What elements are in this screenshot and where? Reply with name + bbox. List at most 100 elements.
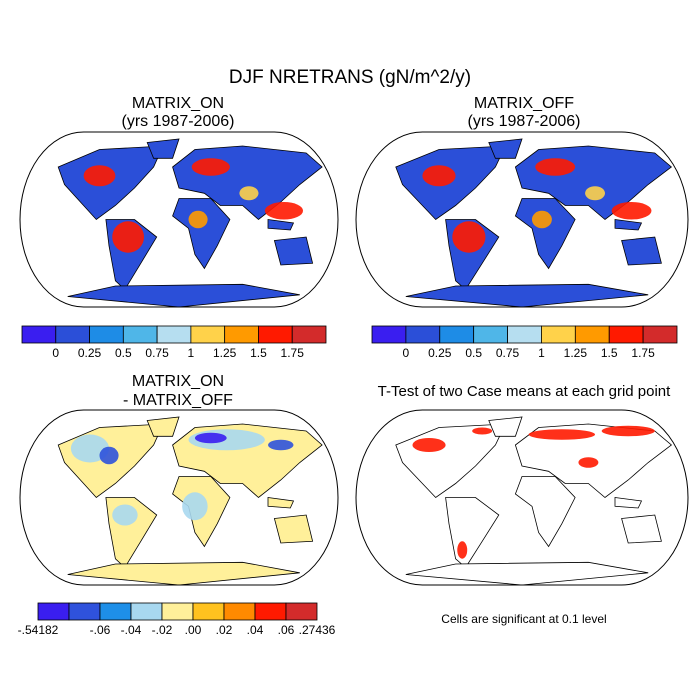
colorbar-label: 1 [538, 346, 545, 360]
colorbar-label: 1.75 [631, 346, 655, 360]
colorbar-label: .00 [185, 623, 202, 637]
colorbar-label: .02 [216, 623, 233, 637]
field-patch [268, 439, 294, 451]
field-patch [578, 457, 599, 468]
continent [172, 198, 231, 270]
colorbar-label: .27436 [299, 623, 336, 637]
continent [67, 561, 300, 585]
field-patch [412, 438, 446, 452]
panel-note: Cells are significant at 0.1 level [441, 612, 606, 626]
field-patch [112, 504, 138, 526]
field-patch [528, 429, 596, 440]
panel-subtitle: (yrs 1987-2006) [468, 113, 581, 130]
field-patch [535, 158, 576, 176]
map-border [355, 409, 689, 586]
continent [614, 219, 643, 231]
colorbar-box [122, 325, 158, 344]
continent [405, 283, 649, 307]
colorbar-label: .04 [247, 623, 264, 637]
colorbar-box [55, 325, 90, 344]
field-patch [239, 186, 259, 201]
field-patch [83, 165, 116, 187]
continent [614, 497, 643, 509]
colorbar-box [507, 325, 542, 344]
colorbar-label: 1.25 [564, 346, 588, 360]
colorbar-box [258, 325, 293, 344]
colorbar-label: 0.75 [145, 346, 169, 360]
continent [621, 514, 662, 544]
colorbar-label: 0 [52, 346, 59, 360]
field-patch [99, 446, 119, 465]
continent [273, 514, 314, 544]
colorbar-box [223, 602, 256, 621]
colorbar-label: -.02 [152, 623, 173, 637]
colorbar-box [224, 325, 259, 344]
colorbar-box [541, 325, 576, 344]
field-patch [531, 210, 552, 229]
colorbar-box [285, 602, 318, 621]
colorbar-label: -.54182 [18, 623, 59, 637]
colorbar-label: .06 [278, 623, 295, 637]
field-patch [472, 427, 493, 435]
colorbar-box [473, 325, 508, 344]
colorbar-box [21, 325, 57, 344]
colorbar-label: 1 [188, 346, 195, 360]
field-patch [194, 432, 227, 444]
colorbar-box [99, 602, 132, 621]
colorbar-box [642, 325, 678, 344]
field-patch [112, 221, 145, 253]
continent [146, 138, 180, 159]
map-border [19, 409, 339, 586]
colorbar-box [130, 602, 163, 621]
field-patch [191, 158, 230, 176]
colorbar-label: 0.25 [78, 346, 102, 360]
field-patch [452, 221, 486, 253]
continent [621, 236, 662, 266]
colorbar-box [89, 325, 124, 344]
panel-title: MATRIX_ON [132, 373, 224, 390]
field-patch [601, 425, 655, 437]
map [20, 132, 338, 307]
field-patch [422, 165, 456, 187]
colorbar-label: 0.5 [465, 346, 482, 360]
continent [405, 561, 649, 585]
panel-subtitle: - MATRIX_OFF [123, 392, 233, 409]
continent [267, 497, 295, 509]
colorbar-box [254, 602, 287, 621]
panel-title: T-Test of two Case means at each grid po… [378, 383, 671, 400]
colorbar-label: 0.25 [428, 346, 452, 360]
colorbar-box [574, 325, 610, 344]
continent [146, 416, 180, 437]
colorbar-box [608, 325, 644, 344]
map-border [355, 131, 689, 308]
field-patch [70, 434, 110, 463]
colorbar-label: 1.5 [601, 346, 618, 360]
map [20, 410, 338, 585]
map [356, 132, 688, 307]
colorbar-label: 0 [403, 346, 410, 360]
colorbar-box [156, 325, 192, 344]
field-patch [457, 541, 468, 559]
colorbar-label: 1.25 [213, 346, 237, 360]
colorbar-label: 0.75 [496, 346, 520, 360]
colorbar-label: 1.5 [250, 346, 267, 360]
colorbar-box [68, 602, 101, 621]
continent [488, 416, 523, 437]
map [356, 410, 688, 585]
figure-title: DJF NRETRANS (gN/m^2/y) [229, 67, 471, 88]
colorbar-box [439, 325, 475, 344]
panel-subtitle: (yrs 1987-2006) [122, 113, 235, 130]
field-patch [182, 492, 208, 521]
colorbar-box [371, 325, 407, 344]
colorbar-label: -.06 [90, 623, 111, 637]
colorbar-box [37, 602, 70, 621]
panel-title: MATRIX_OFF [474, 95, 574, 112]
field-patch [585, 186, 605, 201]
colorbar-box [291, 325, 327, 344]
panel-title: MATRIX_ON [132, 95, 224, 112]
colorbar-label: 0.5 [115, 346, 132, 360]
colorbar-box [405, 325, 441, 344]
continent [267, 219, 295, 231]
continent [514, 198, 576, 270]
